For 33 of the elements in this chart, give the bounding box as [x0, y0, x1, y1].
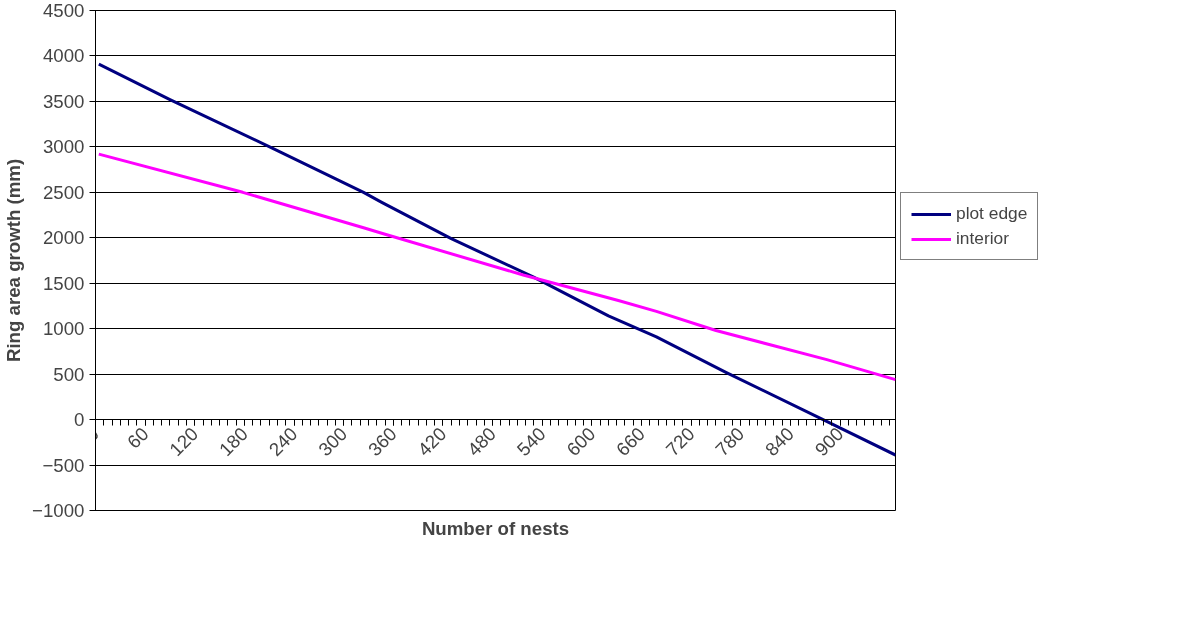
line-series [97, 62, 896, 457]
y-tick-label: 1500 [43, 272, 85, 294]
legend-label: plot edge [956, 203, 1028, 224]
x-tick-label: 120 [165, 423, 203, 461]
y-tick-label: 1000 [43, 318, 85, 340]
y-tick-label: 500 [53, 363, 85, 385]
x-tick-label: 540 [512, 423, 550, 461]
x-tick-label: 240 [264, 423, 302, 461]
y-tick-label: 4500 [43, 0, 85, 21]
legend-label: interior [956, 228, 1009, 249]
x-tick-label: 660 [612, 423, 649, 461]
x-tick-label: 480 [463, 423, 501, 461]
x-axis-title: Number of nests [421, 517, 570, 539]
x-tick-label: 600 [562, 423, 600, 461]
x-tick-label: 300 [314, 423, 352, 461]
x-tick-label: 720 [661, 423, 699, 461]
line-series [97, 152, 896, 382]
x-tick-label: 840 [761, 423, 798, 461]
x-tick-label: 420 [413, 423, 451, 461]
x-tick-label: 360 [363, 423, 401, 461]
y-tick-label: −1000 [32, 500, 85, 521]
x-tick-label: 180 [214, 423, 252, 461]
x-tick-label: 60 [123, 423, 153, 453]
y-tick-label: 0 [74, 409, 85, 431]
y-tick-label: −500 [42, 454, 85, 476]
y-tick-label: 3000 [43, 136, 85, 158]
y-axis-title: Ring area growth (mm) [3, 158, 25, 363]
y-tick-label: 3500 [43, 90, 85, 112]
y-tick-label: 2000 [43, 227, 85, 249]
x-tick-label: 900 [810, 423, 848, 461]
y-tick-label: 2500 [43, 181, 85, 203]
x-tick-label: 780 [711, 423, 749, 461]
y-tick-label: 4000 [43, 45, 85, 67]
